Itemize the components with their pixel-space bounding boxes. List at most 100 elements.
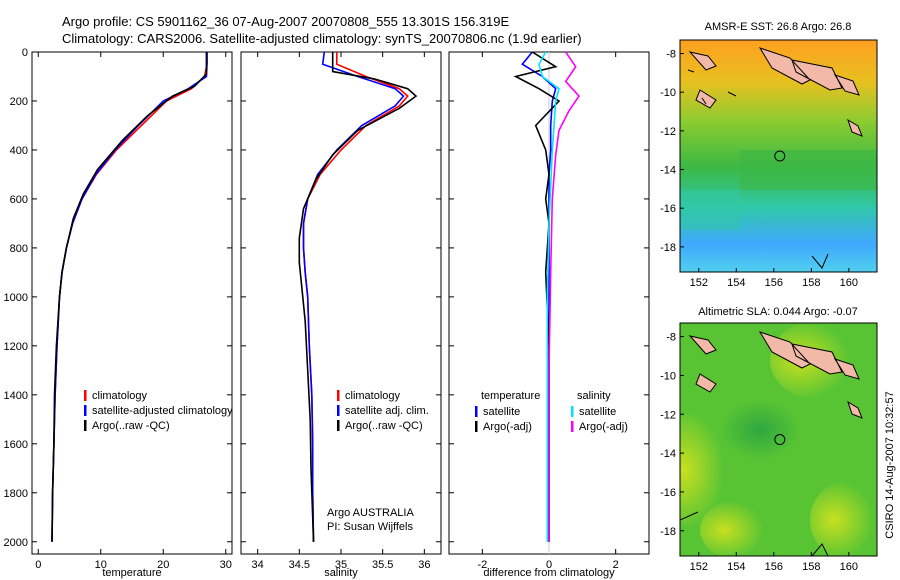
map-y-tick-label: -8 [666,332,676,344]
map-y-tick-label: -16 [660,203,676,215]
map-x-tick-label: 160 [840,561,858,573]
map-y-tick-label: -14 [660,165,676,177]
legend-swatch [475,406,478,417]
map-y-tick-label: -8 [666,49,676,61]
map-x-tick-label: 152 [690,277,708,289]
y-tick-label: 600 [10,194,28,206]
map-x-tick-label: 154 [727,277,745,289]
sla-map-frame [679,322,878,557]
x-axis-label: difference from climatology [483,567,615,579]
x-tick-label: 0 [546,559,552,571]
map-x-tick-label: 152 [690,561,708,573]
x-axis-label: temperature [102,567,161,579]
sst-map-title: AMSR-E SST: 26.8 Argo: 26.8 [705,21,852,33]
legend: temperature satellite Argo(-adj) salinity sa… [475,390,628,433]
y-tick-label: 0 [22,47,28,59]
x-tick-label: -2 [477,559,487,571]
map-x-tick-label: 158 [802,561,820,573]
legend: climatology satellite adj. clim. Argo(..ra… [337,390,429,432]
series-line [513,51,561,542]
series-line [51,52,208,542]
salinity-panel: 34 34.5 35 35.5 36 salinity climatology satelli… [240,51,442,579]
series-line [538,51,560,542]
map-x-tick-label: 156 [765,561,783,573]
legend-swatch [84,390,87,401]
map-y-tick-label: -18 [660,242,676,254]
legend-label: satellite [483,406,520,418]
map-x-tick-label: 154 [727,561,745,573]
legend-swatch [571,421,574,432]
legend-swatch [475,421,478,432]
series-line [298,52,418,542]
series-line [521,51,557,542]
y-tick-label: 1400 [4,390,28,402]
y-tick-label: 1600 [4,439,28,451]
y-tick-label: 1800 [4,488,28,500]
x-tick-label: 10 [95,559,107,571]
x-tick-label: 30 [220,559,232,571]
title-line-1: Argo profile: CS 5901162_36 07-Aug-2007 … [62,14,510,29]
sla-map: Altimetric SLA: 0.044 Argo: -0.07 152 154… [660,306,878,573]
legend-label: satellite [579,406,616,418]
x-tick-label: 35.5 [372,559,393,571]
x-tick-label: 34.5 [289,559,310,571]
legend-label: climatology [92,390,148,402]
sla-map-ticks: 152 154 156 158 160 -8 -10 -12 -14 -16 -18 [660,332,858,573]
plot-frame [240,51,442,555]
sst-float-marker [774,150,786,162]
legend-label: Argo(..raw -QC) [92,420,170,432]
sst-map-ticks: 152 154 156 158 160 -8 -10 -12 -14 -16 -18 [660,49,858,289]
y-tick-label: 1200 [4,341,28,353]
legend-swatch [571,406,574,417]
legend-label: satellite-adjusted climatology [92,405,233,417]
map-x-tick-label: 156 [765,277,783,289]
map-y-tick-label: -12 [660,409,676,421]
legend-heading: salinity [577,390,611,402]
x-tick-label: 35 [335,559,347,571]
x-tick-label: 34 [252,559,264,571]
map-y-tick-label: -12 [660,126,676,138]
x-axis-label: salinity [324,567,358,579]
x-tick-label: 36 [418,559,430,571]
temperature-panel: 0 10 20 30 temperature 0 200 400 600 800 1000 1200 1… [4,47,234,579]
map-x-tick-label: 160 [840,277,858,289]
y-tick-label: 200 [10,96,28,108]
legend-swatch [337,420,340,431]
x-tick-label: 2 [613,559,619,571]
legend: climatology satellite-adjusted climatolog… [84,390,233,432]
y-tick-label: 800 [10,243,28,255]
legend-label: Argo(-adj) [579,421,628,433]
title-line-2: Climatology: CARS2006. Satellite-adjuste… [62,31,582,46]
map-y-tick-label: -18 [660,526,676,538]
map-y-tick-label: -10 [660,370,676,382]
x-tick-label: 20 [157,559,169,571]
y-tick-label: 400 [10,145,28,157]
sla-island-coastlines [688,331,863,419]
sla-float-marker [774,434,786,446]
legend-swatch [337,390,340,401]
legend-label: Argo(-adj) [483,421,532,433]
legend-swatch [84,405,87,416]
map-y-tick-label: -16 [660,487,676,499]
sst-map: AMSR-E SST: 26.8 Argo: 26.8 152 154 156 158… [660,21,878,289]
side-label: CSIRO 14-Aug-2007 10:32:57 [884,391,896,538]
map-y-tick-label: -14 [660,448,676,460]
x-tick-label: 0 [35,559,41,571]
map-x-tick-label: 158 [802,277,820,289]
y-tick-label: 2000 [4,537,28,549]
y-tick-label: 1000 [4,292,28,304]
map-y-tick-label: -10 [660,87,676,99]
series-line [548,51,581,542]
annotation-text: PI: Susan Wijffels [327,521,413,533]
sst-map-frame [679,39,878,273]
legend-label: Argo(..raw -QC) [345,420,423,432]
legend-label: climatology [345,390,401,402]
island-coastlines [688,47,863,137]
plot-frame [31,51,233,555]
legend-swatch [337,405,340,416]
sla-map-title: Altimetric SLA: 0.044 Argo: -0.07 [698,306,858,318]
legend-label: satellite adj. clim. [345,405,429,417]
legend-heading: temperature [481,390,540,402]
